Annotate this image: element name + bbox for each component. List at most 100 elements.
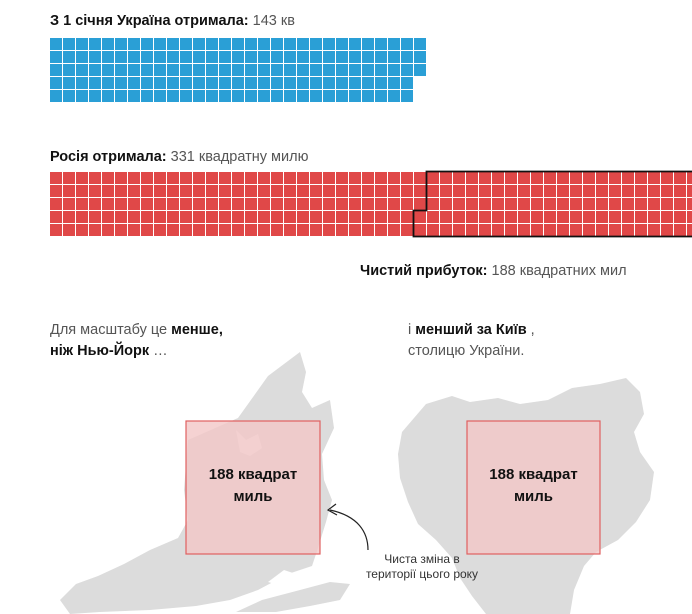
ukraine-cell bbox=[388, 51, 400, 63]
russia-cell bbox=[141, 172, 153, 184]
ukraine-cell bbox=[50, 51, 62, 63]
russia-cell bbox=[50, 224, 62, 236]
russia-cell bbox=[492, 172, 504, 184]
ukraine-cell bbox=[76, 90, 88, 102]
ukraine-cell bbox=[206, 38, 218, 50]
russia-cell bbox=[128, 198, 140, 210]
russia-cell bbox=[505, 185, 517, 197]
russia-cell bbox=[609, 224, 621, 236]
russia-cell bbox=[336, 185, 348, 197]
ukraine-cell bbox=[297, 90, 309, 102]
nyc-caption-bold1: менше, bbox=[171, 322, 223, 338]
annotation-text: Чиста зміна в території цього року bbox=[342, 552, 502, 582]
russia-cell bbox=[544, 224, 556, 236]
ukraine-cell bbox=[284, 38, 296, 50]
ukraine-cell bbox=[128, 38, 140, 50]
nyc-caption: Для масштабу це менше, ніж Нью-Йорк … bbox=[50, 320, 223, 362]
russia-cell bbox=[661, 185, 673, 197]
russia-cell bbox=[635, 224, 647, 236]
russia-cell bbox=[310, 224, 322, 236]
russia-cell bbox=[674, 185, 686, 197]
russia-cell bbox=[674, 224, 686, 236]
russia-cell bbox=[115, 224, 127, 236]
ukraine-cell bbox=[258, 90, 270, 102]
russia-cell bbox=[128, 211, 140, 223]
russia-cell bbox=[206, 198, 218, 210]
ukraine-cell bbox=[323, 90, 335, 102]
ukraine-cell bbox=[128, 51, 140, 63]
russia-cell bbox=[401, 198, 413, 210]
russia-cell bbox=[479, 198, 491, 210]
russia-cell bbox=[245, 211, 257, 223]
russia-cell bbox=[453, 185, 465, 197]
russia-cell bbox=[479, 211, 491, 223]
russia-cell bbox=[453, 198, 465, 210]
annotation-line1: Чиста зміна в bbox=[384, 552, 460, 566]
russia-cell bbox=[661, 198, 673, 210]
ukraine-cell bbox=[349, 38, 361, 50]
ukraine-cell bbox=[362, 77, 374, 89]
russia-cell bbox=[596, 211, 608, 223]
nyc-scale-box bbox=[185, 420, 321, 555]
nyc-caption-line2: … bbox=[153, 343, 168, 359]
russia-cell bbox=[115, 198, 127, 210]
ukraine-cell bbox=[219, 51, 231, 63]
annotation-line2: території цього року bbox=[365, 567, 479, 581]
russia-cell bbox=[622, 185, 634, 197]
russia-cell bbox=[427, 198, 439, 210]
russia-cell bbox=[531, 198, 543, 210]
russia-cell bbox=[128, 224, 140, 236]
russia-cell bbox=[297, 211, 309, 223]
russia-cell bbox=[76, 198, 88, 210]
russia-cell bbox=[570, 185, 582, 197]
russia-cell bbox=[453, 224, 465, 236]
russia-cell bbox=[349, 198, 361, 210]
ukraine-cell bbox=[258, 51, 270, 63]
russia-cell bbox=[557, 211, 569, 223]
russia-cell bbox=[414, 224, 426, 236]
russia-cell bbox=[609, 185, 621, 197]
ukraine-cell bbox=[50, 64, 62, 76]
russia-cell bbox=[661, 172, 673, 184]
ukraine-cell bbox=[102, 77, 114, 89]
ukraine-cell bbox=[76, 77, 88, 89]
russia-cell bbox=[544, 185, 556, 197]
russia-cell bbox=[258, 224, 270, 236]
russia-cell bbox=[414, 211, 426, 223]
russia-cell bbox=[375, 224, 387, 236]
ukraine-cell bbox=[271, 64, 283, 76]
russia-cell bbox=[453, 172, 465, 184]
ukraine-cell bbox=[180, 90, 192, 102]
russia-cell bbox=[596, 172, 608, 184]
ukraine-cell bbox=[336, 77, 348, 89]
russia-cell bbox=[505, 211, 517, 223]
ukraine-cell bbox=[219, 90, 231, 102]
russia-cell bbox=[596, 185, 608, 197]
ukraine-cell bbox=[245, 90, 257, 102]
kyiv-box-line1: 188 квадрат bbox=[489, 466, 578, 483]
ukraine-cell bbox=[258, 38, 270, 50]
ukraine-cell bbox=[297, 38, 309, 50]
waffle-chart bbox=[50, 38, 692, 238]
ukraine-cell bbox=[271, 38, 283, 50]
russia-cell bbox=[63, 224, 75, 236]
ukraine-cell bbox=[50, 38, 62, 50]
russia-cell bbox=[674, 172, 686, 184]
russia-cell bbox=[648, 211, 660, 223]
ukraine-cell bbox=[50, 77, 62, 89]
russia-cell bbox=[674, 211, 686, 223]
russia-cell bbox=[232, 185, 244, 197]
ukraine-cell bbox=[388, 38, 400, 50]
russia-cell bbox=[505, 198, 517, 210]
russia-cell bbox=[89, 172, 101, 184]
ukraine-cell bbox=[245, 77, 257, 89]
kyiv-scale-box bbox=[466, 420, 601, 555]
russia-cell bbox=[440, 198, 452, 210]
russia-cell bbox=[427, 224, 439, 236]
ukraine-cell bbox=[128, 64, 140, 76]
russia-cell bbox=[336, 224, 348, 236]
russia-cell bbox=[453, 211, 465, 223]
ukraine-cell bbox=[89, 90, 101, 102]
ukraine-cell bbox=[76, 64, 88, 76]
russia-cell bbox=[245, 185, 257, 197]
